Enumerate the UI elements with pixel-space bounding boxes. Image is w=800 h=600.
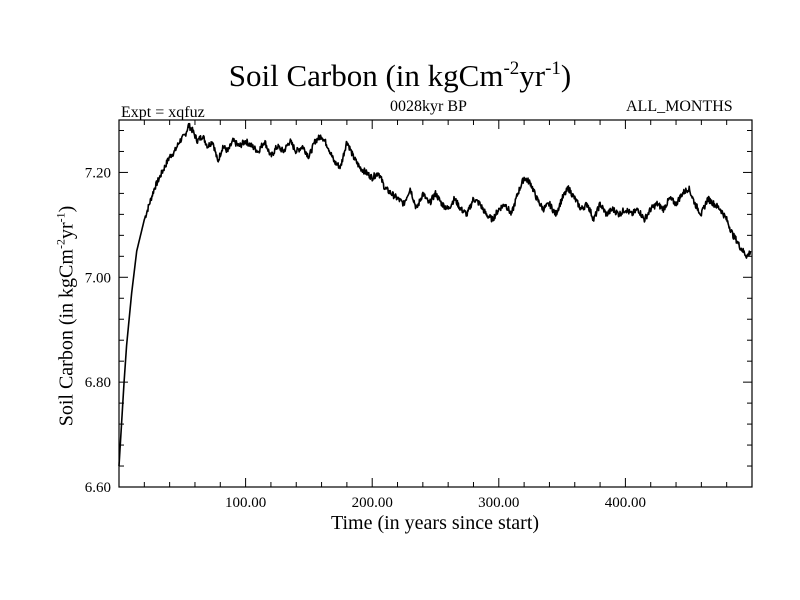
ylabel-sup-1: -2 xyxy=(53,239,68,250)
y-tick-label: 7.00 xyxy=(85,270,111,286)
y-tick-label: 6.60 xyxy=(85,480,111,496)
ylabel-suffix: ) xyxy=(55,205,78,213)
experiment-label: Expt = xqfuz xyxy=(121,104,205,121)
y-axis-label: Soil Carbon (in kgCm-2yr-1) xyxy=(53,205,79,427)
x-tick-label: 400.00 xyxy=(605,495,646,511)
x-tick-label: 200.00 xyxy=(352,495,393,511)
period-label: 0028kyr BP xyxy=(390,98,467,115)
title-sup-2: -1 xyxy=(545,58,561,80)
title-prefix: Soil Carbon (in kgCm xyxy=(228,58,504,93)
axis-ticks xyxy=(119,120,752,487)
chart-title: Soil Carbon (in kgCm-2yr-1) xyxy=(0,58,800,94)
series-layer xyxy=(118,122,752,467)
title-sup-1: -2 xyxy=(503,58,520,80)
y-tick-label: 6.80 xyxy=(85,375,111,391)
plot-frame xyxy=(118,119,753,488)
x-tick-label: 300.00 xyxy=(478,495,519,511)
ylabel-mid: yr xyxy=(55,222,78,240)
series-line-soil-carbon xyxy=(118,122,752,467)
x-tick-label: 100.00 xyxy=(225,495,266,511)
x-axis-label: Time (in years since start) xyxy=(330,512,540,534)
months-label: ALL_MONTHS xyxy=(626,98,733,115)
y-tick-label: 7.20 xyxy=(85,165,111,181)
axis-tick-labels: 100.00 200.00 300.00 400.00 6.60 6.80 7.00 7.20 xyxy=(85,165,646,511)
title-suffix: ) xyxy=(560,58,572,93)
title-mid: yr xyxy=(519,58,546,93)
ylabel-sup-2: -1 xyxy=(53,212,68,223)
ylabel-prefix: Soil Carbon (in kgCm xyxy=(55,249,78,427)
